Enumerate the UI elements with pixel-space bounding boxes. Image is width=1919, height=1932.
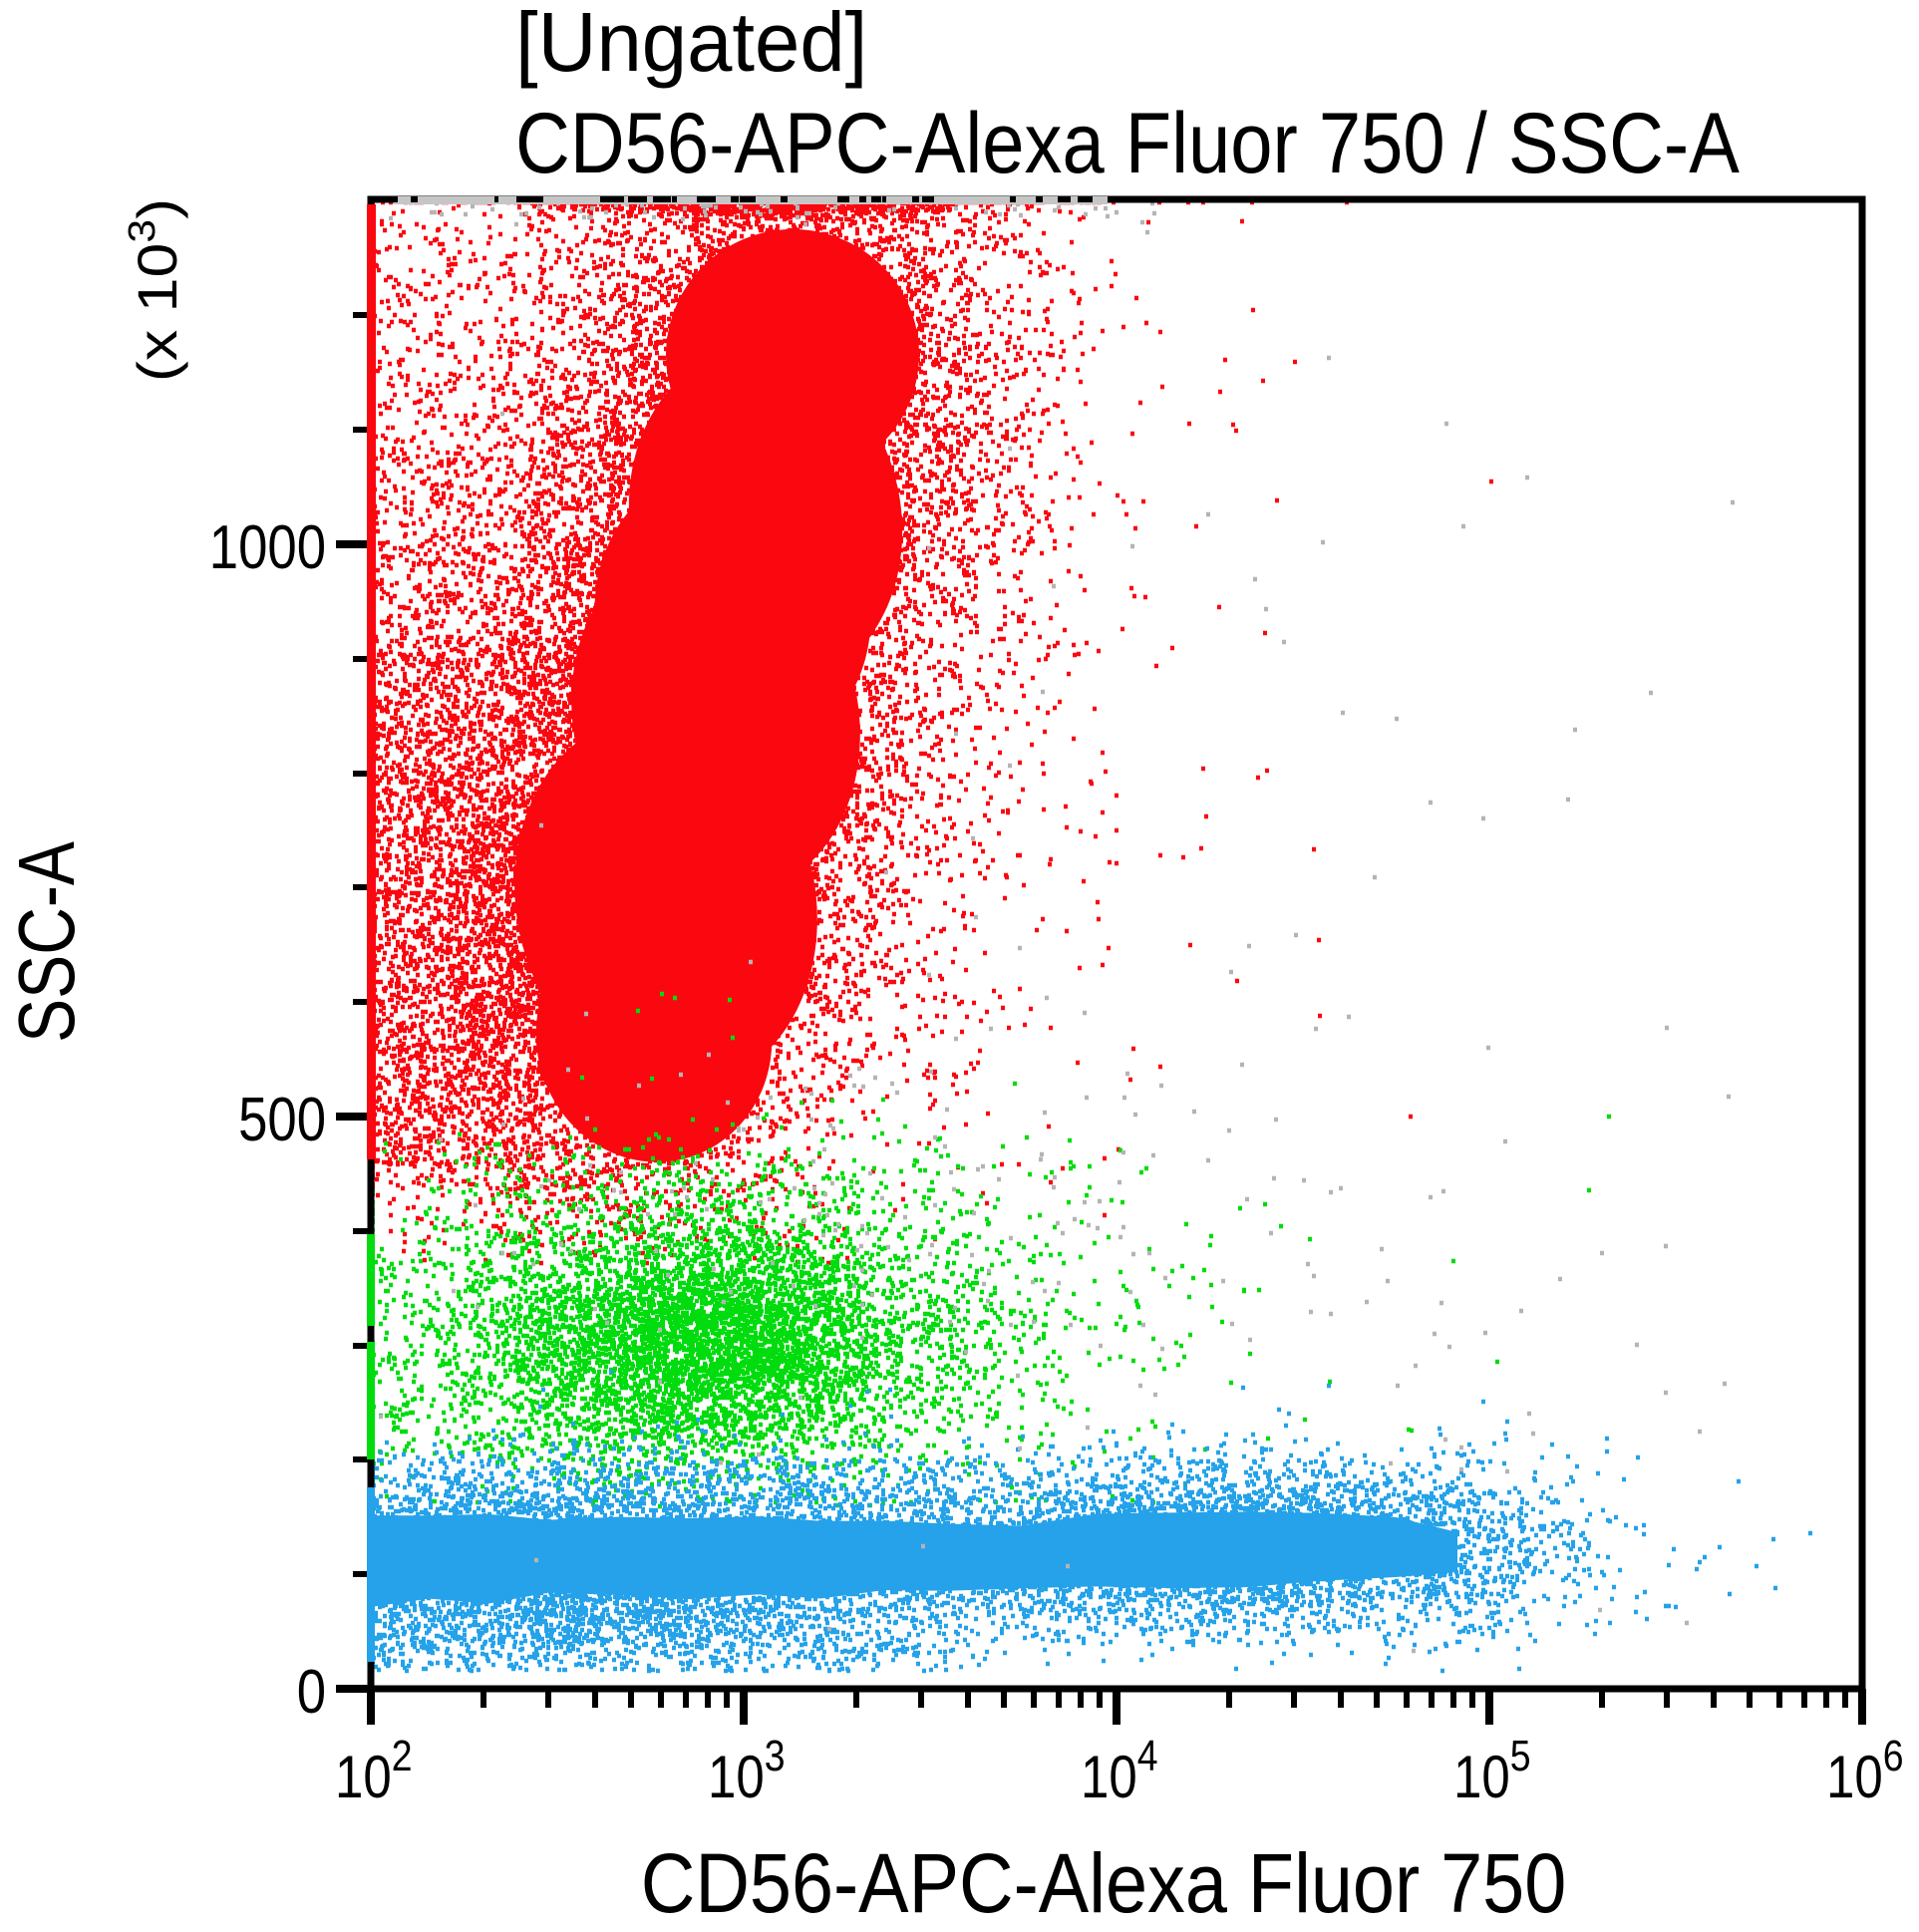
svg-text:CD56-APC-Alexa Fluor 750 / SSC: CD56-APC-Alexa Fluor 750 / SSC-A [515, 97, 1740, 191]
svg-text:500: 500 [238, 1086, 326, 1154]
svg-text:1000: 1000 [209, 513, 326, 582]
svg-text:CD56-APC-Alexa Fluor 750: CD56-APC-Alexa Fluor 750 [641, 1836, 1567, 1930]
svg-text:SSC-A: SSC-A [2, 841, 91, 1043]
svg-text:[Ungated]: [Ungated] [515, 0, 867, 89]
svg-text:0: 0 [297, 1658, 326, 1727]
